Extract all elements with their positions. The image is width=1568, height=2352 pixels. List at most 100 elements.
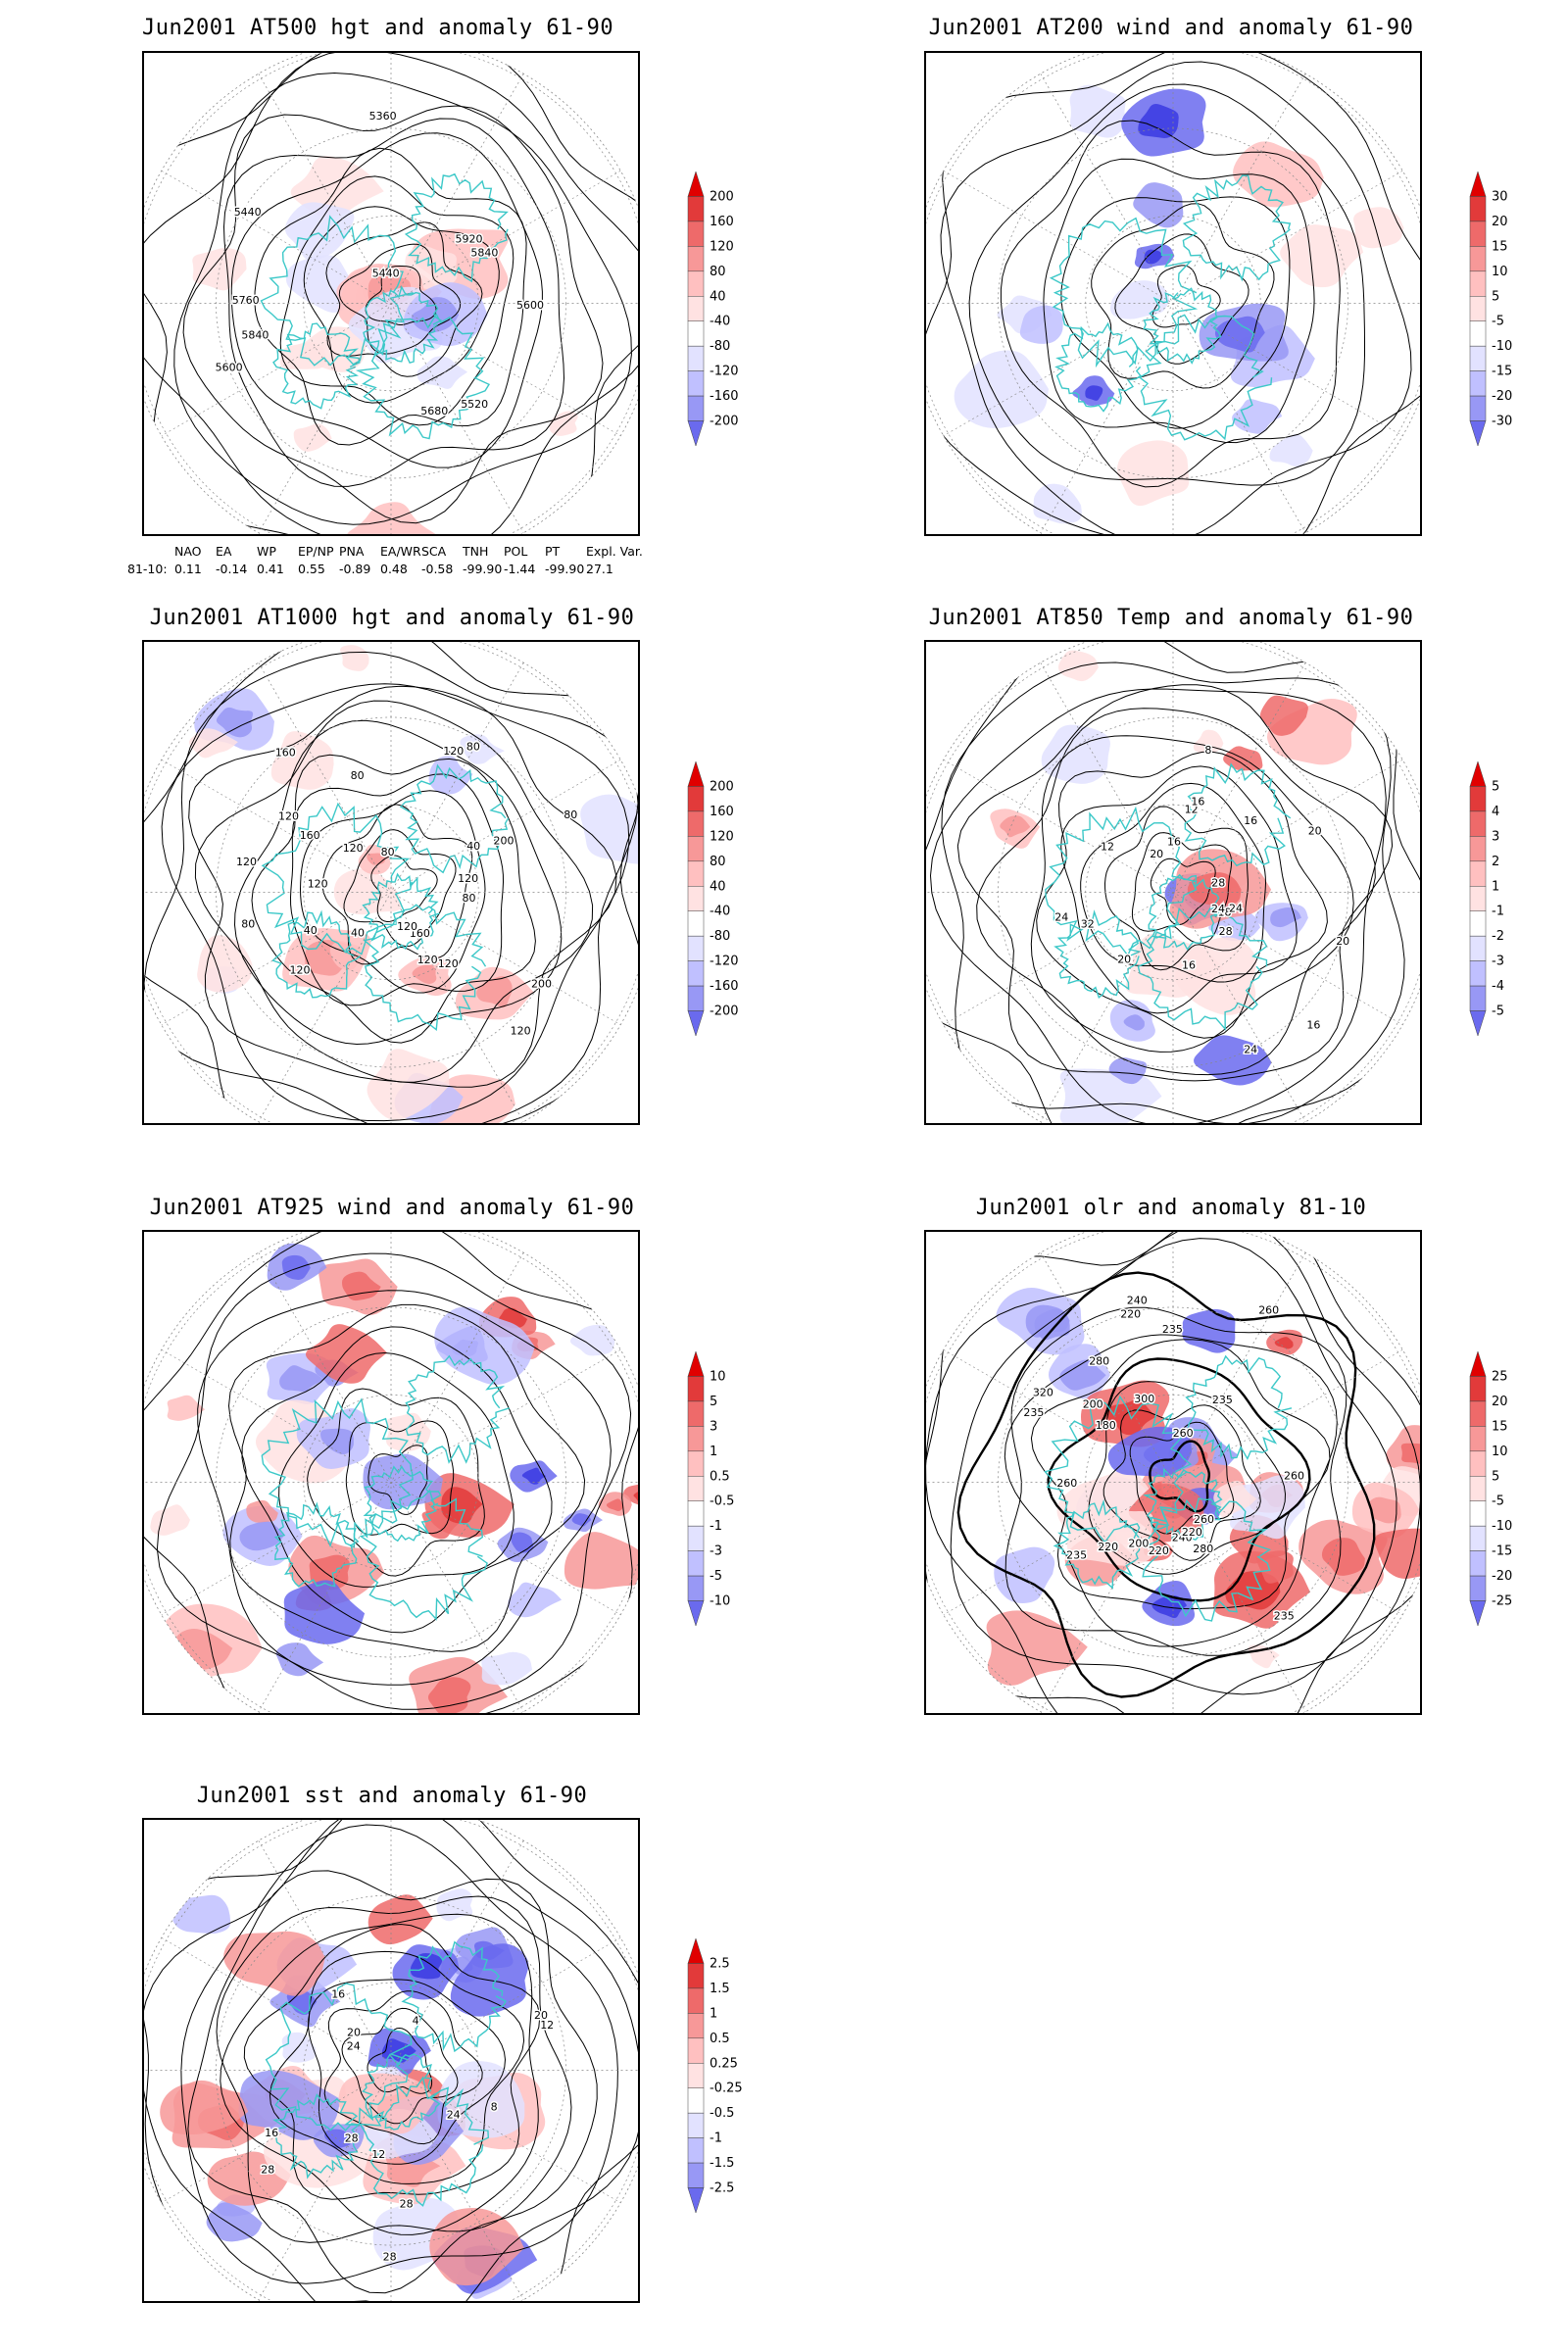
colorbar-swatch bbox=[1469, 345, 1487, 371]
contour-label: 5920 bbox=[456, 233, 483, 246]
map-at500: 5600 5360 5440 5520 5440 5600 5680 5760 5840 5920… bbox=[142, 51, 640, 536]
contour-line bbox=[233, 719, 563, 1046]
colorbar-tick-label: 2.5 bbox=[710, 1956, 730, 1971]
negative-anomaly-area bbox=[206, 2202, 263, 2242]
colorbar-at200: 30 20 15 10 5 -5 -10 -15 -20 -30 bbox=[1468, 171, 1568, 447]
colorbar-swatch bbox=[687, 910, 705, 937]
positive-anomaly-area bbox=[346, 502, 439, 534]
colorbar-tick-label: -1.5 bbox=[710, 2156, 734, 2171]
index-header-cell: PT bbox=[545, 544, 561, 559]
colorbar-cap-bottom bbox=[1469, 1010, 1487, 1037]
negative-anomaly-area bbox=[1182, 1308, 1236, 1353]
latitude-circle bbox=[303, 804, 479, 981]
contour-line bbox=[144, 53, 638, 534]
colorbar-swatch bbox=[687, 810, 705, 837]
positive-anomaly-area bbox=[1193, 729, 1224, 753]
contour-line bbox=[144, 1232, 638, 1713]
contour-line bbox=[1150, 858, 1216, 926]
colorbar-cap-top bbox=[1469, 171, 1487, 197]
colorbar-swatch bbox=[687, 860, 705, 887]
colorbar-swatch bbox=[687, 1987, 705, 2014]
contour-line bbox=[241, 1326, 553, 1634]
panel-title-at200: Jun2001 AT200 wind and anomaly 61-90 bbox=[928, 16, 1414, 40]
colorbar-tick-label: -15 bbox=[1492, 365, 1512, 379]
colorbar-tick-label: -80 bbox=[710, 929, 730, 944]
contour-line bbox=[968, 83, 1365, 486]
colorbar-tick-label: -1 bbox=[710, 1519, 722, 1534]
colorbar-tick-label: -40 bbox=[710, 905, 730, 919]
panel-title-at1000: Jun2001 AT1000 hgt and anomaly 61-90 bbox=[149, 606, 635, 630]
contour-line bbox=[1047, 1357, 1311, 1602]
colorbar-tick-label: 1.5 bbox=[710, 1982, 730, 1996]
colorbar-tick-label: -3 bbox=[1492, 955, 1504, 969]
panel-title-at500: Jun2001 AT500 hgt and anomaly 61-90 bbox=[142, 16, 614, 40]
positive-anomaly-area bbox=[329, 941, 363, 971]
contour-line bbox=[1036, 751, 1328, 1039]
contour-line bbox=[194, 700, 594, 1083]
colorbar-swatch bbox=[687, 985, 705, 1011]
index-header-cell: EA/WR bbox=[380, 544, 421, 559]
contour-label: 280 bbox=[1089, 1355, 1109, 1368]
contour-label: 16 bbox=[331, 1988, 345, 2001]
contour-label: 120 bbox=[290, 963, 311, 976]
coastline bbox=[1044, 1354, 1293, 1622]
colorbar-swatch bbox=[687, 1476, 705, 1501]
contour-label: 240 bbox=[1172, 1531, 1193, 1544]
colorbar-tick-label: -120 bbox=[710, 365, 739, 379]
contour-label: 12 bbox=[1185, 803, 1199, 815]
index-value-cell: -0.14 bbox=[216, 562, 248, 576]
colorbar-swatch bbox=[1469, 810, 1487, 837]
negative-anomaly-area bbox=[436, 1888, 473, 1922]
contour-label: 120 bbox=[308, 878, 328, 891]
positive-anomaly-area bbox=[338, 2073, 435, 2134]
contour-label: 24 bbox=[1244, 1043, 1257, 1055]
contour-label: 40 bbox=[304, 924, 318, 937]
contour-label: 120 bbox=[236, 856, 257, 868]
contour-label: 16 bbox=[1182, 959, 1196, 972]
colorbar-swatch bbox=[1469, 246, 1487, 272]
latitude-circle bbox=[1085, 1394, 1261, 1571]
colorbar-tick-label: 80 bbox=[710, 855, 726, 869]
positive-anomaly-core bbox=[1321, 1538, 1365, 1576]
contour-label: 16 bbox=[1244, 814, 1257, 827]
map-hemisphere bbox=[144, 642, 638, 1123]
colorbar-cap-bottom bbox=[687, 1010, 705, 1037]
index-header-cell: SCA bbox=[421, 544, 447, 559]
colorbar-swatch bbox=[687, 296, 705, 321]
colorbar-swatch bbox=[687, 786, 705, 812]
positive-anomaly-area bbox=[1213, 1480, 1257, 1518]
negative-anomaly-core bbox=[521, 1467, 547, 1485]
colorbar-tick-label: -160 bbox=[710, 389, 739, 404]
colorbar-tick-label: -4 bbox=[1492, 979, 1504, 994]
contour-label: 200 bbox=[494, 835, 514, 848]
index-value-cell: 0.11 bbox=[174, 562, 202, 576]
index-header-cell: PNA bbox=[339, 544, 365, 559]
colorbar-tick-label: 25 bbox=[1492, 1369, 1508, 1384]
colorbar-tick-label: -10 bbox=[1492, 339, 1512, 354]
colorbar-swatch bbox=[687, 220, 705, 247]
contour-label: 160 bbox=[275, 746, 296, 759]
contour-line bbox=[338, 243, 462, 355]
positive-anomaly-core bbox=[1274, 1337, 1294, 1349]
negative-anomaly-core bbox=[281, 1254, 311, 1280]
contour-label: 200 bbox=[531, 978, 552, 991]
colorbar-swatch bbox=[1469, 960, 1487, 987]
colorbar-tick-label: 10 bbox=[710, 1369, 726, 1384]
index-value-cell: -99.90 bbox=[463, 562, 503, 576]
contour-line bbox=[144, 642, 638, 1123]
colorbar-tick-label: 2 bbox=[1492, 855, 1499, 869]
colorbar-swatch bbox=[1469, 1550, 1487, 1577]
colorbar-tick-label: 5 bbox=[1492, 289, 1499, 304]
contour-line bbox=[144, 651, 638, 1123]
map-sst: 28 24 20 16 12 8 4 28 12 16 20 24 28 28 bbox=[142, 1818, 640, 2303]
contour-label: 5760 bbox=[232, 294, 260, 307]
colorbar-tick-label: 15 bbox=[1492, 239, 1508, 254]
contour-line bbox=[220, 1913, 539, 2235]
contour-label: 12 bbox=[540, 2019, 554, 2032]
latitude-circle bbox=[1085, 215, 1261, 392]
map-hemisphere bbox=[926, 642, 1420, 1123]
contour-line bbox=[941, 662, 1405, 1123]
contour-label: 24 bbox=[1054, 911, 1068, 924]
negative-anomaly-area bbox=[1133, 182, 1184, 228]
colorbar-swatch bbox=[1469, 985, 1487, 1011]
